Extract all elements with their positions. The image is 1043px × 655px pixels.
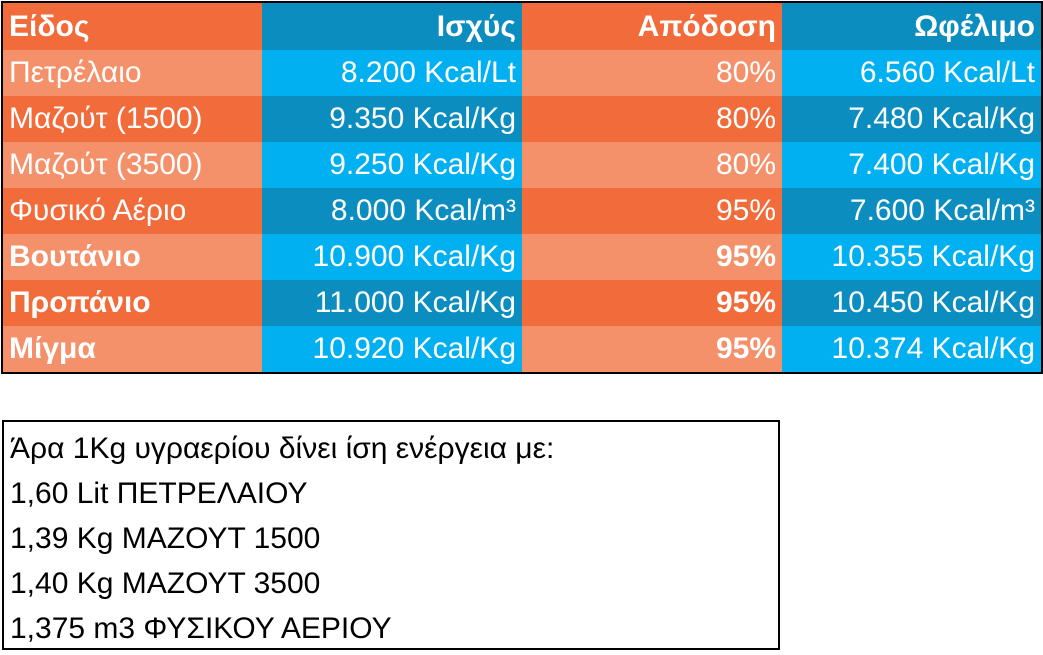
- table-cell: 10.374 Kcal/Kg: [782, 326, 1042, 373]
- table-cell: 8.000 Kcal/m³: [262, 188, 522, 234]
- header-cell: Ισχύς: [262, 2, 522, 50]
- table-cell: 10.355 Kcal/Kg: [782, 234, 1042, 280]
- note-line: Άρα 1Kg υγραερίου δίνει ίση ενέργεια με:: [10, 432, 555, 465]
- note-line: 1,40 Kg ΜΑΖΟΥΤ 3500: [10, 567, 321, 600]
- table-cell: 9.350 Kcal/Kg: [262, 96, 522, 142]
- table-cell: 80%: [522, 142, 782, 188]
- energy-table: Είδος Ισχύς Απόδοση Ωφέλιμο Πετρέλαιο 8.200 K…: [1, 1, 1043, 374]
- table-row: Βουτάνιο 10.900 Kcal/Kg 95% 10.355 Kcal/Kg: [2, 234, 1042, 280]
- table-cell: Πετρέλαιο: [2, 50, 262, 96]
- table-cell: Μαζούτ (3500): [2, 142, 262, 188]
- table-cell: 95%: [522, 234, 782, 280]
- table-cell: Μαζούτ (1500): [2, 96, 262, 142]
- table-cell: Προπάνιο: [2, 280, 262, 326]
- table-cell: 80%: [522, 50, 782, 96]
- table-cell: 10.920 Kcal/Kg: [262, 326, 522, 373]
- table-cell: Μίγμα: [2, 326, 262, 373]
- table-cell: 8.200 Kcal/Lt: [262, 50, 522, 96]
- table-cell: 95%: [522, 188, 782, 234]
- table-cell: 7.400 Kcal/Kg: [782, 142, 1042, 188]
- table-cell: 7.600 Kcal/m³: [782, 188, 1042, 234]
- table-cell: 6.560 Kcal/Lt: [782, 50, 1042, 96]
- table-cell: 11.000 Kcal/Kg: [262, 280, 522, 326]
- header-cell: Ωφέλιμο: [782, 2, 1042, 50]
- table-cell: 10.900 Kcal/Kg: [262, 234, 522, 280]
- table-cell: 80%: [522, 96, 782, 142]
- table-cell: 95%: [522, 280, 782, 326]
- note-box: Άρα 1Kg υγραερίου δίνει ίση ενέργεια με:…: [2, 420, 780, 650]
- table-row: Φυσικό Αέριο 8.000 Kcal/m³ 95% 7.600 Kcal/m…: [2, 188, 1042, 234]
- header-cell: Απόδοση: [522, 2, 782, 50]
- table-row: Μίγμα 10.920 Kcal/Kg 95% 10.374 Kcal/Kg: [2, 326, 1042, 373]
- table-cell: Φυσικό Αέριο: [2, 188, 262, 234]
- table-row: Μαζούτ (3500) 9.250 Kcal/Kg 80% 7.400 Kcal/…: [2, 142, 1042, 188]
- header-row: Είδος Ισχύς Απόδοση Ωφέλιμο: [2, 2, 1042, 50]
- table-cell: Βουτάνιο: [2, 234, 262, 280]
- header-cell: Είδος: [2, 2, 262, 50]
- note-line: 1,375 m3 ΦΥΣΙΚΟΥ ΑΕΡΙΟΥ: [10, 612, 392, 645]
- note-line: 1,39 Kg ΜΑΖΟΥΤ 1500: [10, 522, 321, 555]
- table-cell: 9.250 Kcal/Kg: [262, 142, 522, 188]
- note-line: 1,60 Lit ΠΕΤΡΕΛΑΙΟΥ: [10, 477, 308, 510]
- table-cell: 7.480 Kcal/Kg: [782, 96, 1042, 142]
- table-cell: 95%: [522, 326, 782, 373]
- table-row: Πετρέλαιο 8.200 Kcal/Lt 80% 6.560 Kcal/Lt: [2, 50, 1042, 96]
- table-row: Προπάνιο 11.000 Kcal/Kg 95% 10.450 Kcal/Kg: [2, 280, 1042, 326]
- table-cell: 10.450 Kcal/Kg: [782, 280, 1042, 326]
- table-row: Μαζούτ (1500) 9.350 Kcal/Kg 80% 7.480 Kcal/…: [2, 96, 1042, 142]
